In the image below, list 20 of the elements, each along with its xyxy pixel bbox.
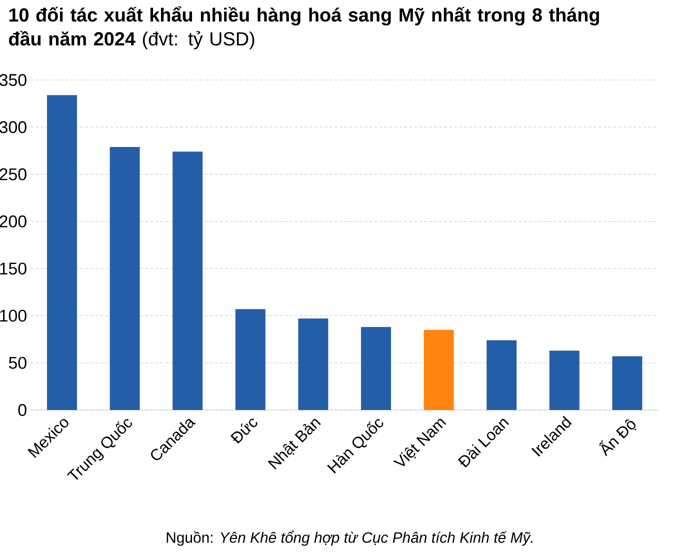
text: Nguồn: Yên Khê tổng hợp từ Cục Phân tích Kinh tế Mỹ. <box>166 530 533 546</box>
x-tick-label: Ấn Độ <box>600 420 636 456</box>
y-tick-label: 250 <box>0 168 26 180</box>
y-tick-label: 0 <box>18 404 26 416</box>
x-tick-label: Đức <box>230 418 258 444</box>
bar <box>47 95 77 410</box>
bar <box>424 330 454 410</box>
bar <box>110 146 140 410</box>
bar <box>235 309 266 410</box>
chart-title: 10 đối tác xuất khẩu nhiều hàng hoá sang Mỹ nhất trong 8 tháng đầu năm 2024 (đvt: tỷ USD) <box>8 6 600 50</box>
y-tick-label: 50 <box>8 356 26 369</box>
bar <box>298 318 328 410</box>
bar <box>549 350 580 410</box>
bar <box>361 327 392 410</box>
y-tick-label: 100 <box>0 310 26 322</box>
y-tick-label: 200 <box>0 215 26 228</box>
bar <box>612 356 642 410</box>
y-tick-label: 150 <box>0 262 26 275</box>
bar <box>486 340 517 410</box>
bar <box>172 152 203 410</box>
